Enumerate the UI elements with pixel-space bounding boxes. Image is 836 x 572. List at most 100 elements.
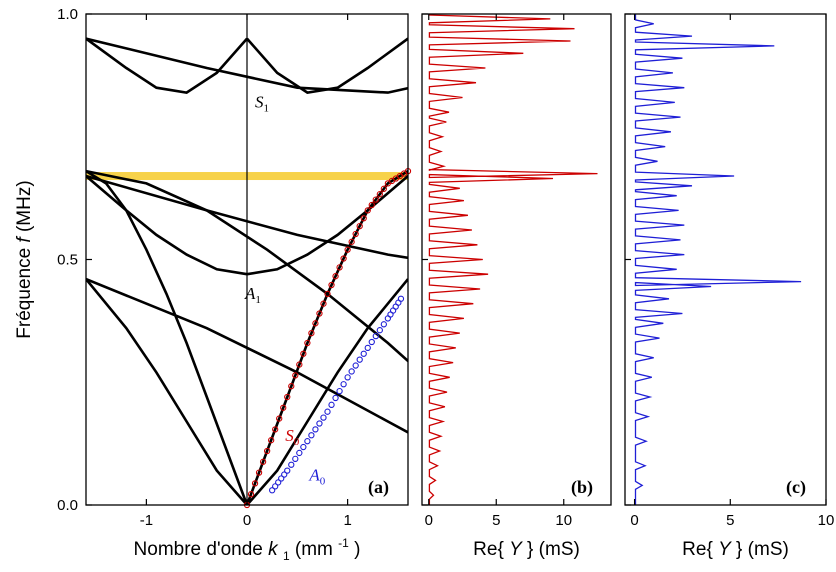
mode-label-main: A	[244, 284, 256, 303]
series-1-point	[269, 487, 276, 494]
series-1-point	[336, 387, 343, 395]
series-0-point	[276, 415, 283, 422]
series-1-point	[344, 374, 351, 381]
series-0-point	[352, 230, 359, 238]
series-1-point	[328, 401, 335, 408]
x-axis-label-a-subscript: 1	[283, 549, 290, 563]
mode-label: S0	[285, 426, 300, 448]
mode-label-sub: 1	[264, 102, 270, 114]
series-0-point	[259, 458, 267, 465]
series-1-point	[296, 449, 303, 457]
x-tick-label: 1	[343, 512, 351, 529]
y-axis-label-unit: (MHz)	[14, 180, 35, 232]
x-axis-label-b-unit: } (mS)	[527, 539, 580, 560]
x-tick-label: 10	[818, 512, 835, 529]
band-3-fold	[86, 37, 408, 94]
series-0-point	[320, 300, 327, 307]
series-0-point	[336, 264, 343, 271]
y-axis-label: Fréquence f (MHz)	[14, 180, 35, 338]
series-1-point	[360, 350, 367, 357]
x-axis-label-b: Re{ Y } (mS)	[473, 539, 580, 560]
x-axis-label-c: Re{ Y } (mS)	[682, 539, 789, 560]
series-0-point	[316, 310, 323, 317]
mode-label-main: A	[308, 465, 320, 484]
band-1-fold	[86, 169, 408, 363]
measured-points	[243, 167, 412, 509]
series-1-point	[304, 438, 311, 445]
band-2-neg	[86, 175, 248, 276]
series-0-point	[372, 196, 379, 203]
series-0-point	[300, 350, 307, 357]
mode-label-sub: 0	[294, 436, 300, 448]
series-1-point	[308, 432, 315, 439]
series-0-point	[255, 469, 263, 476]
series-1-point	[340, 381, 347, 388]
series-0-point	[312, 320, 319, 327]
series-1-point	[278, 475, 285, 482]
x-axis-label-b-text: Re{	[473, 539, 504, 560]
panel-b-label: (b)	[571, 477, 593, 498]
x-axis-label-a-exponent: -1	[338, 536, 349, 550]
series-0-point	[340, 255, 347, 262]
series-0-point	[263, 447, 271, 455]
panel-c-frame	[624, 13, 827, 506]
panel-b-frame	[421, 13, 612, 506]
band-3-pos	[246, 37, 408, 94]
series-1-point	[288, 461, 295, 468]
series-0-point	[328, 281, 335, 289]
series-1-point	[352, 362, 359, 369]
series-0-point	[368, 201, 375, 209]
x-axis-label-a-unit: (mm	[295, 539, 333, 560]
series-1-point	[380, 321, 387, 328]
band-2-fold	[86, 174, 408, 260]
series-1-point	[300, 443, 307, 451]
x-axis-label-c-text: Re{	[682, 539, 713, 560]
series-1-point	[284, 467, 291, 474]
x-tick-label: 0	[425, 512, 433, 529]
mode-label-sub: 1	[255, 294, 260, 306]
mode-label: A1	[244, 284, 261, 306]
series-0-point	[324, 290, 331, 298]
series-1-point	[348, 368, 355, 375]
series-0-point	[247, 491, 255, 498]
x-tick-label: -1	[140, 512, 153, 529]
series-0-point	[280, 404, 287, 411]
panel-a-label: (a)	[368, 477, 389, 498]
mode-label: A0	[308, 465, 325, 487]
series-0-point	[304, 339, 311, 347]
series-0-point	[348, 238, 355, 245]
series-1-point	[312, 426, 319, 433]
mode-label-main: S	[285, 426, 294, 445]
panel-a-ticks: -1 0 1 0.0 0.5 1.0	[57, 6, 631, 529]
x-tick-label: 0	[630, 512, 638, 529]
y-tick-label: 0.5	[57, 252, 78, 269]
series-1-point	[316, 420, 323, 427]
series-0-point	[360, 215, 367, 222]
series-0-point	[332, 273, 339, 280]
series-0-point	[380, 185, 387, 192]
series-1-point	[356, 356, 363, 363]
x-axis-label-b-symbol: Y	[509, 539, 523, 560]
panel-c-label: (c)	[786, 477, 806, 498]
x-axis-label-c-symbol: Y	[718, 539, 732, 560]
series-0-point	[344, 246, 351, 253]
series-0-point	[296, 361, 303, 368]
band-0-neg	[86, 278, 248, 505]
series-1-point	[332, 394, 339, 402]
series-0-point	[251, 480, 259, 487]
series-1-point	[275, 479, 282, 486]
admittance-curve-b	[428, 14, 598, 505]
series-0-point	[356, 222, 363, 230]
panel-b-admittance: 0 5 10 (b)	[421, 13, 612, 529]
band-0-pos	[246, 278, 408, 505]
band-3-neg	[86, 37, 248, 94]
series-1-point	[324, 408, 331, 415]
series-1-point	[272, 483, 279, 490]
series-0-point	[376, 191, 383, 198]
x-axis-label-a: Nombre d'onde k 1 (mm -1 )	[134, 531, 361, 565]
series-0-point	[292, 372, 299, 379]
series-1-point	[368, 338, 375, 346]
